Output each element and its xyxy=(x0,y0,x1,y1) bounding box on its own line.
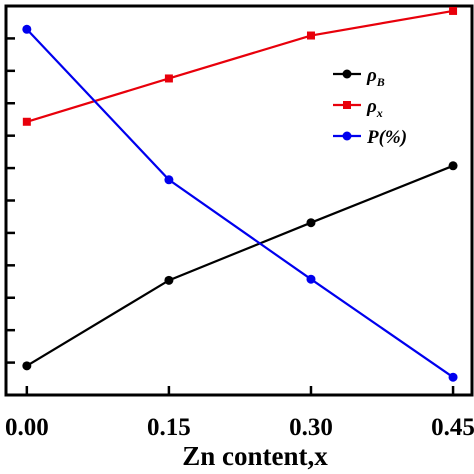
data-point xyxy=(449,6,458,15)
data-point xyxy=(22,361,32,371)
x-axis-ticks xyxy=(25,386,455,395)
x-tick-label: 0.45 xyxy=(431,414,474,441)
series-line xyxy=(26,9,454,123)
series-ρB xyxy=(22,161,458,371)
legend-label: P(%) xyxy=(366,127,407,148)
legend: ρB ρx P(%) xyxy=(333,65,407,148)
series-line xyxy=(26,28,454,379)
y-axis-ticks xyxy=(6,37,15,364)
series-layer xyxy=(22,6,458,382)
legend-marker xyxy=(343,101,351,109)
legend-item: P(%) xyxy=(333,127,407,148)
data-point xyxy=(164,175,174,185)
legend-item: ρB xyxy=(333,65,385,89)
series-P(%) xyxy=(22,24,458,382)
data-point xyxy=(164,74,173,83)
data-point xyxy=(22,117,31,126)
data-point xyxy=(306,31,315,40)
legend-marker xyxy=(342,131,352,141)
x-tick-label: 0.00 xyxy=(5,414,49,441)
series-line xyxy=(26,164,454,367)
x-tick-labels: 0.00 0.15 0.30 0.45 xyxy=(5,414,474,441)
data-point xyxy=(164,275,174,285)
legend-item: ρx xyxy=(333,96,383,120)
legend-subscript: x xyxy=(376,106,383,120)
legend-marker xyxy=(342,69,352,79)
data-point xyxy=(448,161,458,171)
x-tick-label: 0.30 xyxy=(289,414,333,441)
series-ρx xyxy=(22,6,458,126)
data-point xyxy=(448,372,458,382)
x-axis-title: Zn content,x xyxy=(182,441,328,471)
data-point xyxy=(306,274,316,284)
legend-label: ρx xyxy=(366,96,383,120)
legend-label: ρB xyxy=(366,65,385,89)
data-point xyxy=(306,218,316,228)
data-point xyxy=(22,24,32,34)
legend-subscript: B xyxy=(376,75,385,89)
x-tick-label: 0.15 xyxy=(147,414,191,441)
